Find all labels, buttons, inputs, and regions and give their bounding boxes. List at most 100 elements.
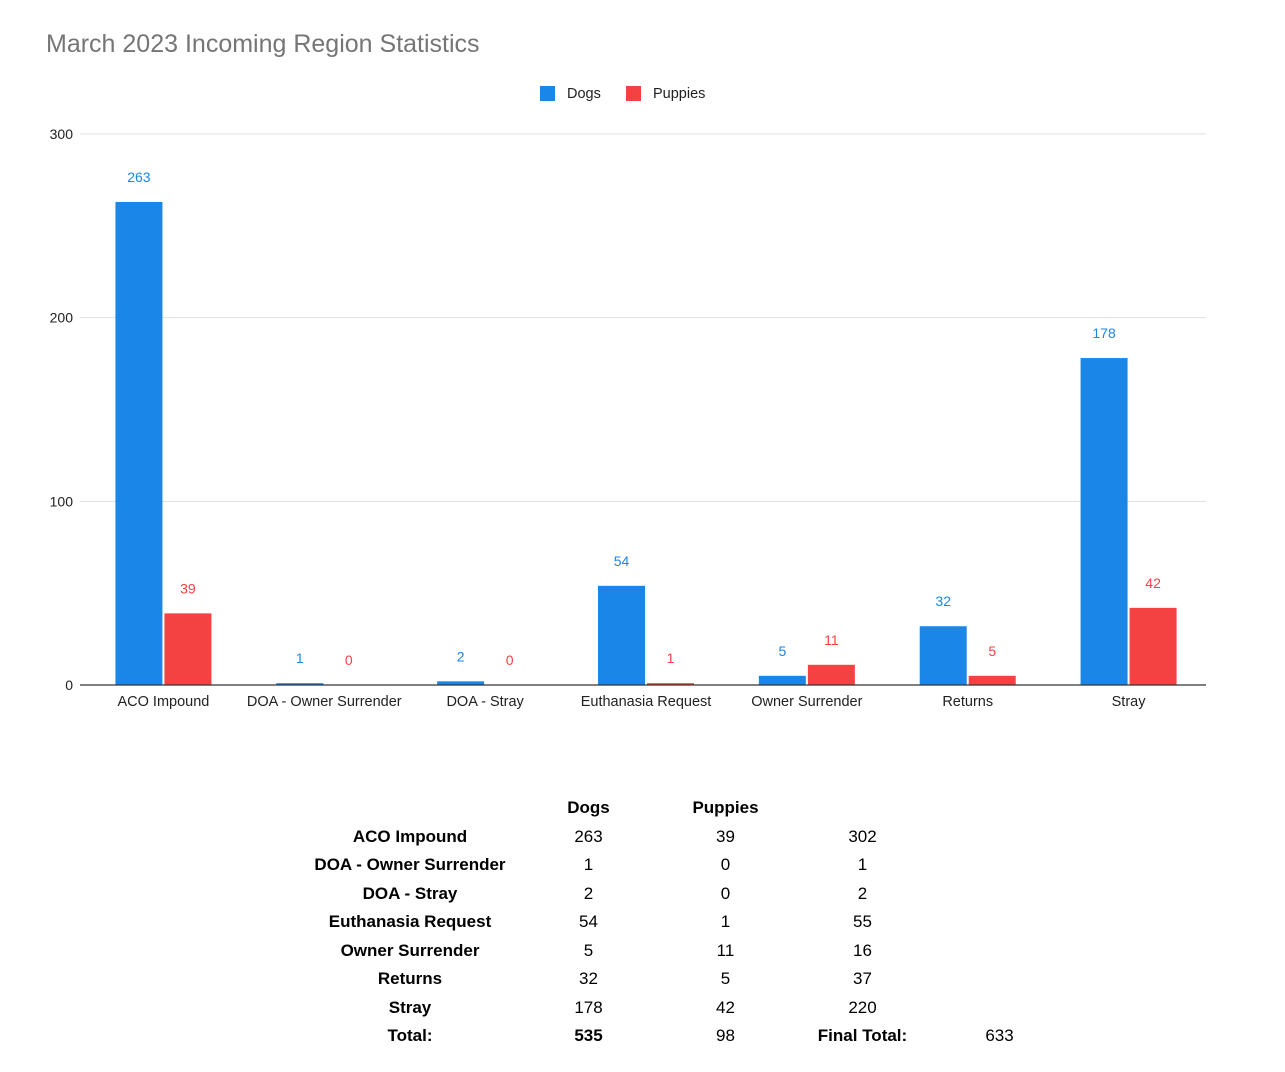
table-cell: DOA - Stray <box>362 883 458 903</box>
bar-dogs <box>758 675 806 685</box>
y-axis-ticks: 0 100 200 300 <box>50 126 74 693</box>
data-label: 32 <box>935 593 951 609</box>
table-cell: 5 <box>720 969 731 989</box>
table-cell: 178 <box>574 997 603 1017</box>
table-cell: 302 <box>848 826 877 846</box>
y-tick-label: 0 <box>65 677 73 693</box>
data-label: 54 <box>614 553 630 569</box>
x-tick-label: Euthanasia Request <box>581 694 712 710</box>
table-cell <box>931 823 1068 852</box>
table-row: ACO Impound 263 39 302 <box>300 823 1068 852</box>
table-cell: 1 <box>583 855 594 875</box>
bar-dogs <box>437 681 485 685</box>
table-cell: DOA - Owner Surrender <box>314 855 506 875</box>
gridlines <box>80 133 1206 502</box>
bar-puppies <box>1129 607 1177 685</box>
table-cell <box>931 880 1068 909</box>
data-label: 1 <box>667 650 675 666</box>
y-tick-label: 100 <box>50 493 74 509</box>
data-label: 178 <box>1092 325 1116 341</box>
bar-dogs <box>598 585 645 685</box>
bar-dogs <box>919 626 967 685</box>
table-cell <box>794 794 931 823</box>
table-cell: Puppies <box>692 798 759 818</box>
table-row: DOA - Stray 2 0 2 <box>300 880 1068 909</box>
data-label: 2 <box>457 648 465 664</box>
table-cell: Total: <box>387 1026 433 1046</box>
bars <box>115 201 1177 685</box>
table-cell <box>931 994 1068 1023</box>
table-cell: ACO Impound <box>352 826 468 846</box>
table-cell <box>931 908 1068 937</box>
table-cell: 54 <box>579 912 598 932</box>
y-tick-label: 200 <box>50 310 74 326</box>
table-cell: 2 <box>583 883 594 903</box>
x-tick-label: DOA - Owner Surrender <box>247 694 402 710</box>
table-cell: Final Total: <box>817 1026 908 1046</box>
data-label: 5 <box>988 643 996 659</box>
bar-dogs <box>1080 358 1128 685</box>
table-cell: Returns <box>377 969 443 989</box>
table-cell: Dogs <box>567 798 610 818</box>
table-cell <box>300 794 520 823</box>
bar-puppies <box>647 683 694 685</box>
table-cell: 5 <box>583 940 594 960</box>
bar-dogs <box>115 201 163 685</box>
data-label: 39 <box>180 580 196 596</box>
table-cell: 0 <box>720 883 731 903</box>
table-cell <box>931 794 1068 823</box>
bar-puppies <box>164 613 212 685</box>
legend-swatch <box>540 86 555 101</box>
table-row: Stray 178 42 220 <box>300 994 1068 1023</box>
table-cell: 42 <box>716 997 735 1017</box>
x-tick-label: DOA - Stray <box>446 694 524 710</box>
summary-table: Dogs Puppies ACO Impound 263 39 302 DOA - Owne… <box>300 794 1068 1051</box>
legend-swatch <box>626 86 641 101</box>
table-cell: 1 <box>857 855 868 875</box>
table-cell: 16 <box>853 940 872 960</box>
bar-puppies <box>968 675 1016 685</box>
legend: Dogs Puppies <box>540 86 705 102</box>
y-tick-label: 300 <box>50 126 74 142</box>
table-cell <box>931 937 1068 966</box>
table-cell: Owner Surrender <box>340 940 480 960</box>
table-cell: 263 <box>574 826 603 846</box>
legend-label: Dogs <box>567 86 601 102</box>
table-header-row: Dogs Puppies <box>300 794 1068 823</box>
table-cell: 633 <box>985 1026 1014 1046</box>
table-cell: 0 <box>720 855 731 875</box>
data-label: 263 <box>127 169 151 185</box>
table-total-row: Total: 535 98 Final Total: 633 <box>300 1022 1068 1051</box>
bar-dogs <box>276 683 324 685</box>
data-label: 1 <box>296 650 304 666</box>
table-cell: 11 <box>716 940 735 960</box>
bar-puppies <box>807 664 855 685</box>
chart-title: March 2023 Incoming Region Statistics <box>46 30 480 58</box>
table-cell: 32 <box>579 969 598 989</box>
table-cell: 37 <box>853 969 872 989</box>
table-cell <box>931 965 1068 994</box>
x-tick-label: Owner Surrender <box>751 694 862 710</box>
x-tick-label: ACO Impound <box>117 694 209 710</box>
table-row: Owner Surrender 5 11 16 <box>300 937 1068 966</box>
x-tick-label: Returns <box>942 694 993 710</box>
bar-chart: Dogs Puppies 0 100 200 300 263 39 1 0 2 0 54 1 5 11 32… <box>50 86 1206 710</box>
table-cell: 535 <box>574 1026 603 1046</box>
legend-label: Puppies <box>653 86 705 102</box>
data-label: 0 <box>345 652 353 668</box>
table-cell: Euthanasia Request <box>328 912 492 932</box>
table-row: DOA - Owner Surrender 1 0 1 <box>300 851 1068 880</box>
data-label: 42 <box>1145 575 1161 591</box>
table-cell: 2 <box>857 883 868 903</box>
table-cell: 55 <box>853 912 872 932</box>
data-labels: 263 39 1 0 2 0 54 1 5 11 32 5 178 42 <box>127 169 1161 668</box>
table-row: Returns 32 5 37 <box>300 965 1068 994</box>
data-label: 0 <box>506 652 514 668</box>
table-cell: 220 <box>848 997 877 1017</box>
table-cell: 39 <box>716 826 735 846</box>
table-cell: Stray <box>388 997 432 1017</box>
data-label: 11 <box>824 632 839 648</box>
table-cell <box>931 851 1068 880</box>
x-tick-label: Stray <box>1112 694 1147 710</box>
table-cell: 98 <box>716 1026 735 1046</box>
